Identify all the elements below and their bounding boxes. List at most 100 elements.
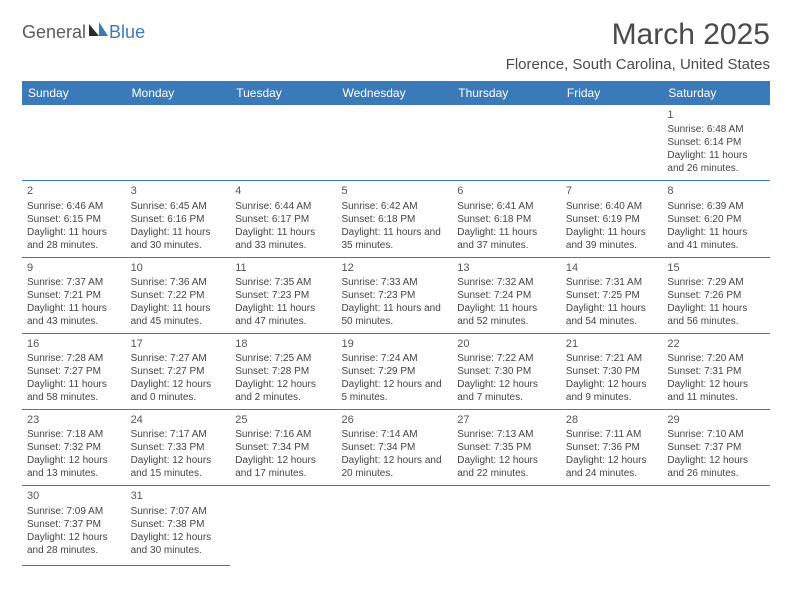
title-block: March 2025 Florence, South Carolina, Uni… (506, 18, 770, 73)
day-info: Sunrise: 7:37 AMSunset: 7:21 PMDaylight:… (27, 276, 121, 328)
day-number: 3 (131, 184, 226, 198)
calendar-header-row: SundayMondayTuesdayWednesdayThursdayFrid… (22, 81, 770, 105)
calendar-day-cell: 25Sunrise: 7:16 AMSunset: 7:34 PMDayligh… (230, 410, 336, 486)
calendar-day-cell: 14Sunrise: 7:31 AMSunset: 7:25 PMDayligh… (561, 257, 663, 333)
logo-sail-icon (88, 22, 108, 43)
day-info: Sunrise: 7:17 AMSunset: 7:33 PMDaylight:… (131, 428, 226, 480)
day-header-thursday: Thursday (452, 81, 561, 105)
day-number: 25 (235, 413, 331, 427)
calendar-day-cell: 11Sunrise: 7:35 AMSunset: 7:23 PMDayligh… (230, 257, 336, 333)
day-number: 18 (235, 337, 331, 351)
day-number: 20 (457, 337, 556, 351)
day-number: 4 (235, 184, 331, 198)
page-title: March 2025 (506, 18, 770, 52)
day-info: Sunrise: 7:11 AMSunset: 7:36 PMDaylight:… (566, 428, 658, 480)
calendar-week-row: 2 Sunrise: 6:46 AMSunset: 6:15 PMDaylight… (22, 181, 770, 257)
calendar-day-cell: 1Sunrise: 6:48 AMSunset: 6:14 PMDaylight… (662, 105, 770, 181)
day-info: Sunrise: 7:21 AMSunset: 7:30 PMDaylight:… (566, 352, 658, 404)
day-number: 23 (27, 413, 121, 427)
day-number: 15 (667, 261, 765, 275)
calendar-empty-cell (336, 486, 452, 565)
calendar-day-cell: 2 Sunrise: 6:46 AMSunset: 6:15 PMDaylight… (22, 181, 126, 257)
logo-text-general: General (22, 22, 86, 43)
day-info: Sunrise: 7:33 AMSunset: 7:23 PMDaylight:… (341, 276, 447, 328)
calendar-day-cell: 22Sunrise: 7:20 AMSunset: 7:31 PMDayligh… (662, 333, 770, 409)
calendar-empty-cell (452, 105, 561, 181)
day-number: 17 (131, 337, 226, 351)
day-info: Sunrise: 6:48 AMSunset: 6:14 PMDaylight:… (667, 123, 765, 175)
calendar-week-row: 1Sunrise: 6:48 AMSunset: 6:14 PMDaylight… (22, 105, 770, 181)
day-number: 1 (667, 108, 765, 122)
calendar-day-cell: 24Sunrise: 7:17 AMSunset: 7:33 PMDayligh… (126, 410, 231, 486)
day-header-friday: Friday (561, 81, 663, 105)
calendar-day-cell: 6Sunrise: 6:41 AMSunset: 6:18 PMDaylight… (452, 181, 561, 257)
day-info: Sunrise: 7:35 AMSunset: 7:23 PMDaylight:… (235, 276, 331, 328)
logo: General Blue (22, 22, 145, 43)
day-info: Sunrise: 6:46 AMSunset: 6:15 PMDaylight:… (27, 200, 121, 252)
day-number: 2 (27, 184, 121, 198)
day-info: Sunrise: 6:45 AMSunset: 6:16 PMDaylight:… (131, 200, 226, 252)
calendar-empty-cell (230, 486, 336, 565)
day-info: Sunrise: 7:16 AMSunset: 7:34 PMDaylight:… (235, 428, 331, 480)
calendar-day-cell: 28Sunrise: 7:11 AMSunset: 7:36 PMDayligh… (561, 410, 663, 486)
calendar-empty-cell (230, 105, 336, 181)
calendar-body: 1Sunrise: 6:48 AMSunset: 6:14 PMDaylight… (22, 105, 770, 565)
day-info: Sunrise: 7:36 AMSunset: 7:22 PMDaylight:… (131, 276, 226, 328)
day-number: 28 (566, 413, 658, 427)
calendar-empty-cell (561, 486, 663, 565)
day-info: Sunrise: 7:07 AMSunset: 7:38 PMDaylight:… (131, 505, 226, 557)
day-number: 29 (667, 413, 765, 427)
day-number: 14 (566, 261, 658, 275)
calendar-day-cell: 8 Sunrise: 6:39 AMSunset: 6:20 PMDaylight… (662, 181, 770, 257)
calendar-empty-cell (561, 105, 663, 181)
header: General Blue March 2025 Florence, South … (22, 18, 770, 73)
calendar-page: General Blue March 2025 Florence, South … (0, 0, 792, 584)
day-info: Sunrise: 7:27 AMSunset: 7:27 PMDaylight:… (131, 352, 226, 404)
day-header-tuesday: Tuesday (230, 81, 336, 105)
day-number: 6 (457, 184, 556, 198)
day-number: 16 (27, 337, 121, 351)
day-info: Sunrise: 7:10 AMSunset: 7:37 PMDaylight:… (667, 428, 765, 480)
day-number: 9 (27, 261, 121, 275)
location-text: Florence, South Carolina, United States (506, 56, 770, 73)
day-info: Sunrise: 7:14 AMSunset: 7:34 PMDaylight:… (341, 428, 447, 480)
day-number: 7 (566, 184, 658, 198)
calendar-day-cell: 26Sunrise: 7:14 AMSunset: 7:34 PMDayligh… (336, 410, 452, 486)
day-header-monday: Monday (126, 81, 231, 105)
day-number: 5 (341, 184, 447, 198)
day-number: 26 (341, 413, 447, 427)
calendar-week-row: 16Sunrise: 7:28 AMSunset: 7:27 PMDayligh… (22, 333, 770, 409)
calendar-day-cell: 20Sunrise: 7:22 AMSunset: 7:30 PMDayligh… (452, 333, 561, 409)
day-number: 8 (667, 184, 765, 198)
calendar-empty-cell (336, 105, 452, 181)
day-number: 30 (27, 489, 121, 503)
calendar-day-cell: 31 Sunrise: 7:07 AMSunset: 7:38 PMDayligh… (126, 486, 231, 565)
day-number: 10 (131, 261, 226, 275)
calendar-week-row: 30 Sunrise: 7:09 AMSunset: 7:37 PMDayligh… (22, 486, 770, 565)
calendar-day-cell: 12Sunrise: 7:33 AMSunset: 7:23 PMDayligh… (336, 257, 452, 333)
day-info: Sunrise: 6:39 AMSunset: 6:20 PMDaylight:… (667, 200, 765, 252)
calendar-day-cell: 21Sunrise: 7:21 AMSunset: 7:30 PMDayligh… (561, 333, 663, 409)
calendar-day-cell: 19Sunrise: 7:24 AMSunset: 7:29 PMDayligh… (336, 333, 452, 409)
day-info: Sunrise: 7:25 AMSunset: 7:28 PMDaylight:… (235, 352, 331, 404)
calendar-day-cell: 3 Sunrise: 6:45 AMSunset: 6:16 PMDaylight… (126, 181, 231, 257)
calendar-day-cell: 29Sunrise: 7:10 AMSunset: 7:37 PMDayligh… (662, 410, 770, 486)
day-info: Sunrise: 7:29 AMSunset: 7:26 PMDaylight:… (667, 276, 765, 328)
calendar-day-cell: 13Sunrise: 7:32 AMSunset: 7:24 PMDayligh… (452, 257, 561, 333)
day-info: Sunrise: 7:09 AMSunset: 7:37 PMDaylight:… (27, 505, 121, 557)
calendar-table: SundayMondayTuesdayWednesdayThursdayFrid… (22, 81, 770, 566)
day-info: Sunrise: 7:28 AMSunset: 7:27 PMDaylight:… (27, 352, 121, 404)
day-header-sunday: Sunday (22, 81, 126, 105)
day-number: 13 (457, 261, 556, 275)
day-number: 12 (341, 261, 447, 275)
calendar-week-row: 9Sunrise: 7:37 AMSunset: 7:21 PMDaylight… (22, 257, 770, 333)
calendar-day-cell: 10Sunrise: 7:36 AMSunset: 7:22 PMDayligh… (126, 257, 231, 333)
calendar-day-cell: 7Sunrise: 6:40 AMSunset: 6:19 PMDaylight… (561, 181, 663, 257)
calendar-empty-cell (126, 105, 231, 181)
calendar-week-row: 23Sunrise: 7:18 AMSunset: 7:32 PMDayligh… (22, 410, 770, 486)
day-info: Sunrise: 7:31 AMSunset: 7:25 PMDaylight:… (566, 276, 658, 328)
calendar-day-cell: 30 Sunrise: 7:09 AMSunset: 7:37 PMDayligh… (22, 486, 126, 565)
day-number: 31 (131, 489, 226, 503)
day-number: 27 (457, 413, 556, 427)
day-header-wednesday: Wednesday (336, 81, 452, 105)
